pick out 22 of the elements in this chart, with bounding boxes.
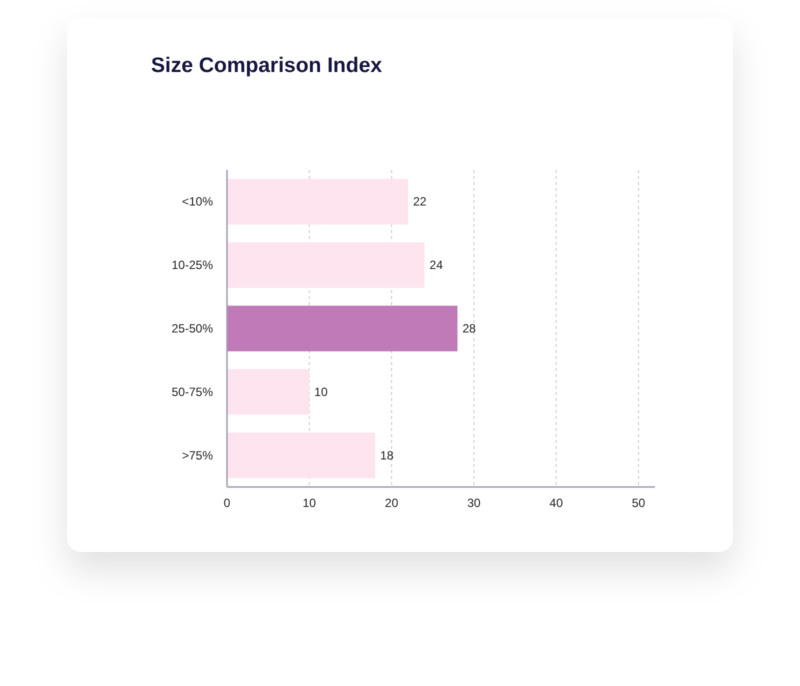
x-tick-label: 0 bbox=[224, 496, 231, 510]
bar bbox=[227, 306, 458, 352]
data-label: 28 bbox=[462, 322, 476, 336]
bar bbox=[227, 242, 425, 288]
chart-title: Size Comparison Index bbox=[151, 54, 382, 77]
y-tick-label: 25-50% bbox=[172, 322, 214, 336]
x-tick-label: 50 bbox=[632, 496, 646, 510]
bar bbox=[227, 432, 376, 478]
x-tick-label: 20 bbox=[384, 496, 399, 510]
x-tick-label: 30 bbox=[467, 496, 481, 510]
data-label: 24 bbox=[430, 258, 444, 272]
bar bbox=[227, 178, 408, 225]
y-tick-label: <10% bbox=[182, 194, 214, 209]
bar bbox=[227, 369, 310, 415]
data-label: 10 bbox=[314, 384, 328, 399]
x-tick-label: 40 bbox=[550, 496, 564, 510]
data-label: 22 bbox=[413, 194, 427, 209]
y-tick-label: >75% bbox=[182, 448, 214, 462]
y-tick-label: 50-75% bbox=[172, 384, 214, 399]
data-label: 18 bbox=[380, 448, 394, 462]
x-tick-label: 10 bbox=[302, 496, 316, 510]
y-tick-label: 10-25% bbox=[172, 258, 214, 272]
